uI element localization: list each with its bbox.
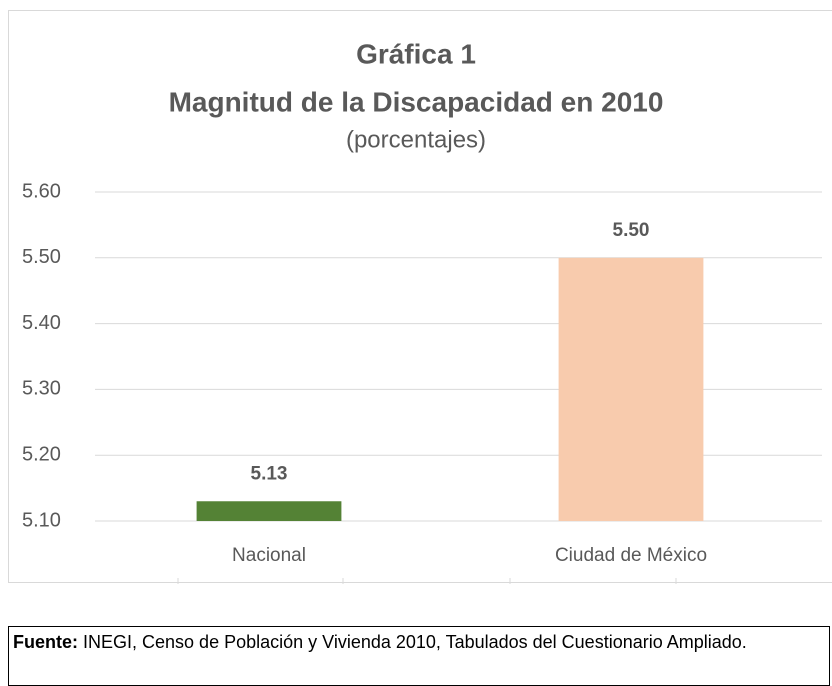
- x-tick-label: Ciudad de México: [555, 545, 707, 566]
- chart: Gráfica 1 Magnitud de la Discapacidad en…: [0, 0, 832, 600]
- y-tick-label: 5.60: [22, 180, 61, 202]
- source-label: Fuente:: [13, 632, 78, 652]
- y-tick-label: 5.10: [22, 509, 61, 531]
- chart-subtitle: (porcentajes): [346, 126, 486, 153]
- y-tick-label: 5.50: [22, 246, 61, 268]
- x-tick-label: Nacional: [232, 545, 306, 566]
- y-tick-label: 5.20: [22, 443, 61, 465]
- data-label: 5.13: [251, 463, 288, 484]
- source-note: Fuente: INEGI, Censo de Población y Vivi…: [8, 626, 830, 686]
- chart-title: Magnitud de la Discapacidad en 2010: [169, 86, 664, 117]
- bar: [197, 501, 342, 521]
- chart-title: Gráfica 1: [356, 38, 476, 69]
- data-label: 5.50: [613, 220, 650, 241]
- y-tick-label: 5.40: [22, 312, 61, 334]
- bar: [559, 258, 704, 521]
- y-tick-label: 5.30: [22, 378, 61, 400]
- source-text: INEGI, Censo de Población y Vivienda 201…: [83, 632, 747, 652]
